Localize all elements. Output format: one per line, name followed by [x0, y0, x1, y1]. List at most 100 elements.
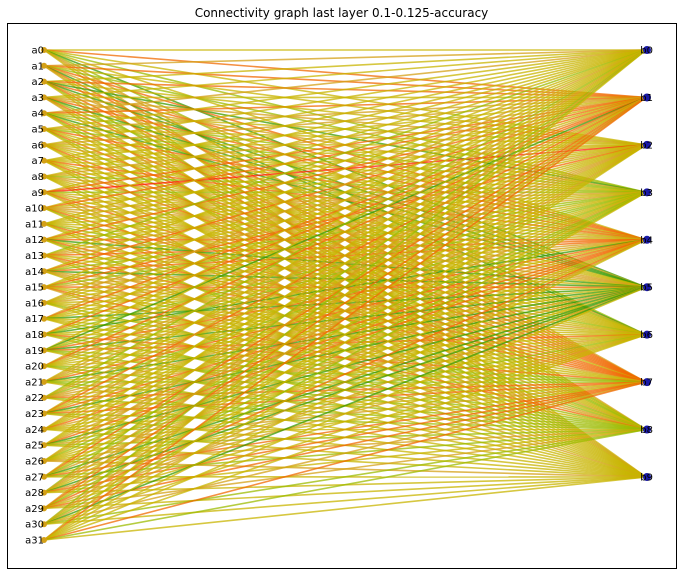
node-a19: [41, 347, 47, 354]
edge-a29-b1: [43, 96, 647, 510]
edge-a22-b0: [43, 49, 647, 399]
node-label-a19: a19: [25, 346, 44, 357]
node-label-a14: a14: [25, 267, 44, 278]
edge-a31-b5: [43, 286, 647, 541]
node-label-b1: b1: [640, 93, 653, 104]
edge-a31-b3: [43, 191, 647, 541]
node-label-a0: a0: [32, 46, 45, 57]
node-label-a16: a16: [25, 298, 44, 309]
node-a22: [41, 394, 47, 401]
edge-a31-b6: [43, 333, 647, 541]
node-a24: [41, 426, 47, 433]
node-label-a17: a17: [25, 314, 44, 325]
edge-a11-b0: [43, 49, 647, 225]
edge-a29-b0: [43, 49, 647, 510]
node-label-a20: a20: [25, 362, 44, 373]
node-a7: [41, 157, 47, 164]
node-label-a6: a6: [32, 140, 45, 151]
node-label-a5: a5: [32, 125, 45, 136]
edge-a31-b0: [43, 49, 647, 541]
edge-a31-b8: [43, 428, 647, 541]
edge-a28-b0: [43, 49, 647, 494]
node-label-a9: a9: [32, 188, 45, 199]
edge-a15-b0: [43, 49, 647, 288]
node-a12: [41, 236, 47, 243]
edge-layer: [43, 49, 647, 541]
node-label-a24: a24: [25, 425, 44, 436]
node-label-b2: b2: [640, 140, 653, 151]
axes-frame: [7, 23, 677, 569]
edge-a24-b0: [43, 49, 647, 431]
node-a9: [41, 189, 47, 196]
node-label-a10: a10: [25, 204, 44, 215]
node-label-a21: a21: [25, 377, 44, 388]
node-label-b4: b4: [640, 235, 653, 246]
node-a10: [41, 205, 47, 212]
edge-a7-b0: [43, 49, 647, 162]
node-b8: [643, 425, 651, 434]
node-label-a2: a2: [32, 77, 45, 88]
node-layer: [41, 46, 651, 543]
edge-a16-b0: [43, 49, 647, 304]
node-a25: [41, 442, 47, 449]
node-a8: [41, 173, 47, 180]
edge-a31-b7: [43, 381, 647, 541]
node-label-a15: a15: [25, 283, 44, 294]
edge-a30-b3: [43, 191, 647, 525]
node-b0: [643, 46, 651, 54]
edge-a30-b4: [43, 239, 647, 525]
node-b1: [643, 93, 651, 102]
edge-a29-b9: [43, 476, 647, 510]
node-a6: [41, 141, 47, 148]
edge-a30-b1: [43, 96, 647, 525]
node-a1: [41, 62, 47, 69]
edge-a31-b1: [43, 96, 647, 541]
edge-a31-b2: [43, 144, 647, 541]
edge-a12-b0: [43, 49, 647, 241]
node-label-a18: a18: [25, 330, 44, 341]
node-a0: [41, 47, 47, 53]
node-b5: [643, 283, 651, 292]
edge-a30-b5: [43, 286, 647, 525]
edge-a29-b5: [43, 286, 647, 510]
node-label-b7: b7: [640, 378, 653, 389]
node-label-a13: a13: [25, 251, 44, 262]
node-b3: [643, 188, 651, 197]
edge-a30-b0: [43, 49, 647, 525]
edge-a29-b8: [43, 428, 647, 510]
node-a3: [41, 94, 47, 101]
edge-a18-b0: [43, 49, 647, 336]
edge-a4-b0: [43, 49, 647, 115]
node-a16: [41, 299, 47, 306]
node-a17: [41, 315, 47, 322]
node-a18: [41, 331, 47, 338]
node-label-b5: b5: [640, 283, 653, 294]
edge-a30-b2: [43, 144, 647, 525]
edge-a30-b9: [43, 476, 647, 525]
node-label-b3: b3: [640, 188, 653, 199]
node-b9: [643, 473, 651, 481]
node-label-a28: a28: [25, 488, 44, 499]
node-label-a23: a23: [25, 409, 44, 420]
edge-a29-b3: [43, 191, 647, 510]
edge-a30-b8: [43, 428, 647, 525]
node-label-a29: a29: [25, 504, 44, 515]
edge-a30-b6: [43, 333, 647, 525]
edge-a1-b0: [43, 49, 647, 67]
node-b7: [643, 378, 651, 387]
node-label-a12: a12: [25, 235, 44, 246]
node-label-a22: a22: [25, 393, 44, 404]
node-a27: [41, 473, 47, 480]
node-label-a25: a25: [25, 441, 44, 452]
node-label-a27: a27: [25, 472, 44, 483]
node-a29: [41, 505, 47, 512]
node-a14: [41, 268, 47, 275]
node-label-b0: b0: [640, 46, 653, 57]
node-a15: [41, 284, 47, 291]
node-label-a30: a30: [25, 520, 44, 531]
node-a30: [41, 521, 47, 528]
node-label-b8: b8: [640, 425, 653, 436]
figure-title: Connectivity graph last layer 0.1-0.125-…: [195, 6, 489, 20]
edge-a6-b0: [43, 49, 647, 146]
node-label-a7: a7: [32, 156, 45, 167]
